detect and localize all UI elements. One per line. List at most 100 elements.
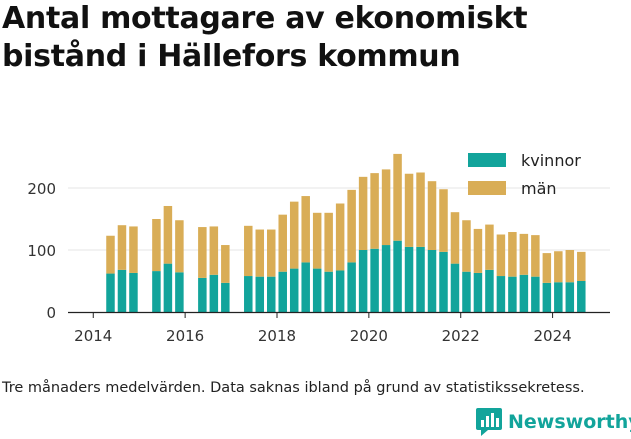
bar-kvinnor <box>117 269 127 312</box>
bar-man <box>370 173 379 249</box>
bar-kvinnor <box>554 282 563 312</box>
bar-man <box>508 232 517 277</box>
bar-kvinnor <box>255 276 265 312</box>
x-tick-label: 2014 <box>74 327 112 345</box>
bar-kvinnor <box>485 269 494 312</box>
bar-man <box>335 203 345 271</box>
bar-kvinnor <box>358 250 368 312</box>
bar-kvinnor <box>324 271 333 312</box>
legend-swatch <box>468 153 506 167</box>
bar-man <box>278 214 287 272</box>
bar-man <box>565 250 575 283</box>
brand-name: Newsworthy <box>508 411 631 433</box>
bar-kvinnor <box>198 277 207 312</box>
bar-man <box>129 226 138 273</box>
bar-man <box>519 233 529 275</box>
bar-man <box>117 225 127 270</box>
bar-man <box>175 220 184 273</box>
bar-man <box>485 224 494 270</box>
bar-kvinnor <box>393 240 402 312</box>
bar-kvinnor <box>565 282 575 312</box>
bar-man <box>163 205 173 264</box>
bar-kvinnor <box>278 271 287 312</box>
bar-kvinnor <box>347 262 356 312</box>
bar-man <box>473 228 483 273</box>
bar-man <box>301 196 310 263</box>
legend-swatch <box>468 181 506 195</box>
bar-kvinnor <box>519 274 529 312</box>
bar-man <box>221 245 230 283</box>
x-tick-label: 2018 <box>258 327 296 345</box>
bar-man <box>577 251 586 281</box>
bar-kvinnor <box>289 268 299 312</box>
bar-man <box>267 229 276 277</box>
bar-kvinnor <box>301 262 310 312</box>
bar-kvinnor <box>450 263 460 312</box>
bar-man <box>404 173 414 247</box>
bar-man <box>416 172 425 247</box>
bar-kvinnor <box>439 251 448 312</box>
bar-kvinnor <box>416 246 425 312</box>
bar-kvinnor <box>577 281 586 312</box>
bar-man <box>152 219 161 272</box>
bar-kvinnor <box>404 246 414 312</box>
x-tick-label: 2020 <box>350 327 388 345</box>
bar-kvinnor <box>221 282 230 312</box>
bar-man <box>439 189 448 252</box>
bar-kvinnor <box>209 274 219 312</box>
legend-label: män <box>521 179 557 198</box>
bar-man <box>255 229 265 277</box>
bar-kvinnor <box>175 272 184 312</box>
bar-kvinnor <box>370 248 379 312</box>
bar-man <box>244 225 253 277</box>
bar-kvinnor <box>496 276 506 312</box>
bar-kvinnor <box>473 272 483 312</box>
bar-kvinnor <box>312 268 322 312</box>
bar-man <box>324 212 333 272</box>
y-tick-label: 100 <box>27 242 56 260</box>
bar-man <box>393 153 402 241</box>
bar-man <box>347 189 356 263</box>
x-axis: 2014 2016 2018 2020 2022 2024 <box>68 311 610 345</box>
bar-kvinnor <box>244 276 253 312</box>
bar-man <box>312 212 322 269</box>
bar-man <box>358 176 368 250</box>
bar-kvinnor <box>427 250 437 312</box>
bars <box>106 153 586 312</box>
x-tick-label: 2024 <box>533 327 571 345</box>
x-tick-label: 2016 <box>166 327 204 345</box>
bar-kvinnor <box>152 271 161 312</box>
y-tick-label: 0 <box>46 304 56 322</box>
bar-kvinnor <box>267 276 276 312</box>
bar-man <box>496 234 506 277</box>
bar-man <box>381 169 391 246</box>
bar-kvinnor <box>106 273 115 312</box>
bar-kvinnor <box>531 276 540 312</box>
x-tick-label: 2022 <box>442 327 480 345</box>
legend: kvinnor män <box>468 151 581 198</box>
bar-man <box>542 253 552 283</box>
bar-man <box>531 235 540 277</box>
legend-label: kvinnor <box>521 151 581 170</box>
bar-kvinnor <box>381 245 391 312</box>
bar-kvinnor <box>129 272 138 312</box>
bar-man <box>427 181 437 250</box>
bar-kvinnor <box>335 270 345 312</box>
bar-man <box>106 235 115 274</box>
y-axis: 0 100 200 <box>27 180 56 322</box>
bar-man <box>198 227 207 278</box>
y-tick-label: 200 <box>27 180 56 198</box>
bar-kvinnor <box>462 271 471 312</box>
chart-title: Antal mottagare av ekonomiskt bistånd i … <box>2 1 528 74</box>
footnote: Tre månaders medelvärden. Data saknas ib… <box>2 380 585 396</box>
bar-kvinnor <box>508 276 517 312</box>
bar-kvinnor <box>542 282 552 312</box>
bar-kvinnor <box>163 263 173 312</box>
bar-man <box>462 220 471 272</box>
bar-man <box>450 212 460 264</box>
bar-man <box>289 201 299 269</box>
newsworthy-logo-icon <box>476 408 502 436</box>
stacked-bar-chart: 0 100 200 2014 2016 2018 2020 2022 2024 kvinnor… <box>27 151 610 345</box>
bar-man <box>209 226 219 275</box>
brand-logo: Newsworthy <box>476 406 631 438</box>
